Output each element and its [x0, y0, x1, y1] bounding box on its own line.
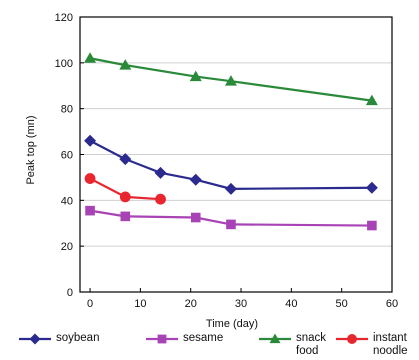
y-tick-label: 40 [61, 195, 73, 207]
data-point [84, 134, 97, 147]
series-0 [84, 134, 378, 195]
legend-marker [157, 334, 167, 344]
x-axis-label: Time (day) [205, 318, 259, 330]
y-tick-label: 80 [61, 104, 73, 116]
data-point [119, 59, 132, 70]
data-point [84, 173, 96, 184]
plot-border [79, 16, 393, 293]
data-point [120, 211, 131, 222]
series-1 [85, 205, 377, 231]
x-tick-label: 30 [235, 298, 247, 310]
data-point [84, 52, 97, 63]
legend-label: snack food [296, 332, 327, 357]
legend-swatch [259, 333, 291, 344]
data-point [189, 173, 202, 186]
data-point [189, 70, 202, 82]
x-tick-label: 60 [386, 298, 398, 310]
data-point [119, 191, 131, 203]
legend-item: instant noodle [335, 330, 419, 360]
legend-marker [29, 333, 41, 345]
legend: soybean sesame snack food instant noodle [0, 330, 419, 360]
data-point [224, 75, 237, 86]
data-point [367, 220, 377, 231]
x-tick-label: 10 [134, 298, 146, 310]
data-point [365, 181, 378, 194]
y-tick-label: 0 [67, 287, 73, 299]
x-tick-label: 50 [336, 298, 348, 310]
legend-marker [269, 333, 281, 344]
x-tick-label: 40 [285, 298, 297, 310]
data-point [226, 219, 236, 230]
legend-label: instant noodle [373, 332, 408, 357]
legend-swatch [146, 334, 178, 344]
x-tick-label: 20 [185, 298, 197, 310]
series-2 [84, 52, 378, 106]
data-point [154, 166, 167, 179]
x-tick-label: 0 [87, 298, 93, 310]
legend-marker [347, 334, 357, 344]
legend-label: soybean [56, 332, 100, 344]
plot-area: 0 20 40 60 80 100 120 0 10 20 30 40 50 60 [55, 12, 398, 310]
data-point [190, 212, 201, 223]
y-axis-label: Peak top (mn) [25, 115, 37, 185]
y-tick-label: 100 [55, 58, 73, 70]
series-3 [84, 173, 166, 205]
legend-item: snack food [258, 330, 342, 360]
data-point [155, 193, 166, 205]
data-point [85, 205, 95, 216]
legend-label: sesame [183, 332, 224, 344]
y-tick-label: 120 [55, 12, 73, 24]
series-line [89, 139, 372, 190]
legend-swatch [19, 333, 51, 345]
legend-swatch [336, 334, 368, 344]
data-point [365, 94, 378, 106]
data-point [119, 153, 132, 166]
legend-item: sesame [145, 330, 229, 360]
data-point [224, 182, 237, 195]
y-tick-label: 60 [61, 150, 73, 162]
legend-item: soybean [18, 330, 102, 360]
y-tick-label: 20 [61, 241, 73, 253]
